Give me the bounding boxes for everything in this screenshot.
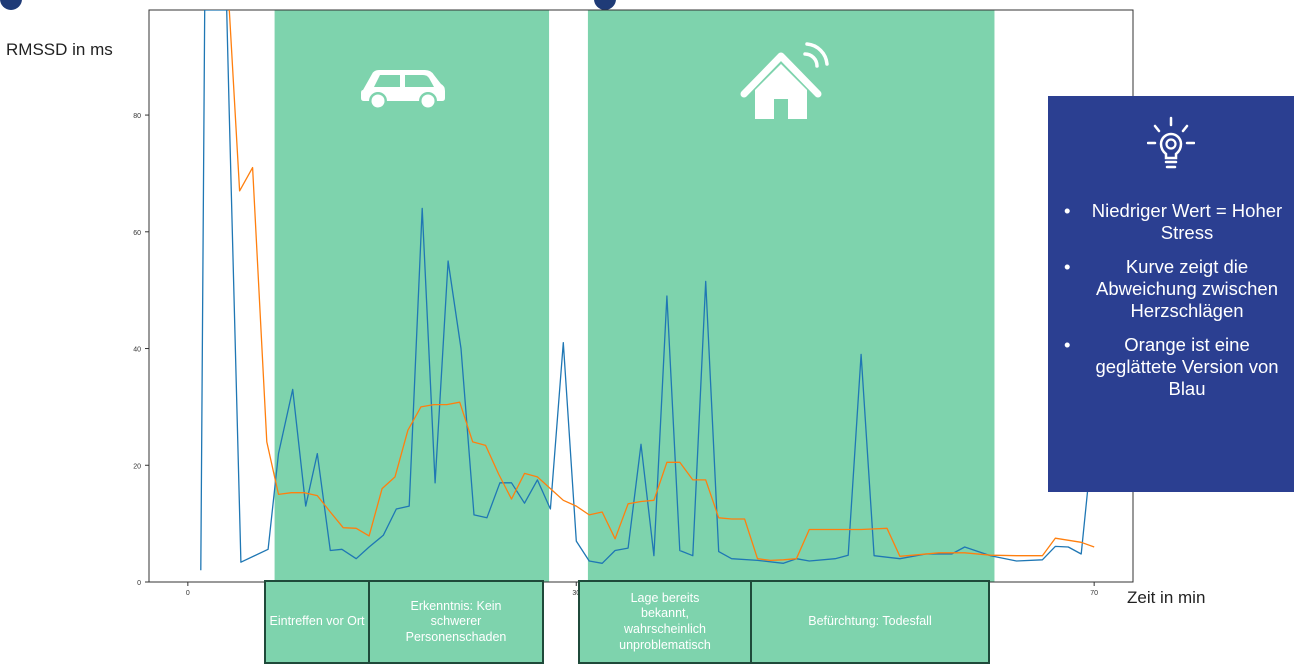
y-axis-label: RMSSD in ms: [6, 40, 113, 59]
phase-label: Eintreffen vor Ort: [269, 614, 365, 629]
top-left-decoration: [0, 0, 22, 10]
shaded-regions: [274, 10, 995, 582]
phase-label: Erkenntnis: Kein schwerer Personenschade…: [405, 598, 507, 644]
shaded-region-1: [274, 10, 550, 582]
phase-box-known-situation: Lage bereits bekannt, wahrscheinlich unp…: [578, 580, 752, 664]
info-item: • Kurve zeigt die Abweichung zwischen Her…: [1062, 256, 1288, 322]
series: [200, 10, 1095, 571]
info-item-text: Kurve zeigt die Abweichung zwischen Herz…: [1095, 256, 1279, 321]
smart-home-icon: [740, 42, 829, 119]
x-tick-label: 0: [186, 590, 190, 597]
x-tick-label: 30: [572, 590, 580, 597]
info-item: • Niedriger Wert = Hoher Stress: [1062, 200, 1288, 244]
phase-box-no-injury: Erkenntnis: Kein schwerer Personenschade…: [368, 580, 544, 664]
info-item-text: Niedriger Wert = Hoher Stress: [1091, 200, 1283, 243]
phase-box-fear-of-death: Befürchtung: Todesfall: [750, 580, 990, 664]
series-line-orange: [228, 10, 1095, 562]
region-icons: [361, 42, 829, 119]
info-item-text: Orange ist eine geglättete Version von B…: [1095, 334, 1279, 399]
phase-label: Lage bereits bekannt, wahrscheinlich unp…: [619, 590, 711, 652]
y-tick-label: 80: [133, 113, 141, 120]
phase-label: Befürchtung: Todesfall: [808, 614, 932, 629]
phase-box-arrival: Eintreffen vor Ort: [264, 580, 370, 664]
lightbulb-icon: [1146, 116, 1196, 176]
info-list: • Niedriger Wert = Hoher Stress • Kurve ze…: [1062, 200, 1288, 412]
top-center-decoration: [594, 0, 616, 10]
info-item: • Orange ist eine geglättete Version von …: [1062, 334, 1288, 400]
x-tick-label: 70: [1090, 590, 1098, 597]
series-line-blue: [200, 10, 1090, 571]
info-panel: • Niedriger Wert = Hoher Stress • Kurve ze…: [1048, 96, 1294, 492]
bullet: •: [1064, 334, 1071, 355]
y-tick-label: 20: [133, 463, 141, 470]
y-tick-label: 40: [133, 347, 141, 354]
car-icon: [361, 70, 445, 110]
y-tick-label: 60: [133, 230, 141, 237]
x-axis-label: Zeit in min: [1127, 588, 1206, 607]
bullet: •: [1064, 256, 1071, 277]
bullet: •: [1064, 200, 1071, 221]
y-tick-label: 0: [137, 580, 141, 587]
